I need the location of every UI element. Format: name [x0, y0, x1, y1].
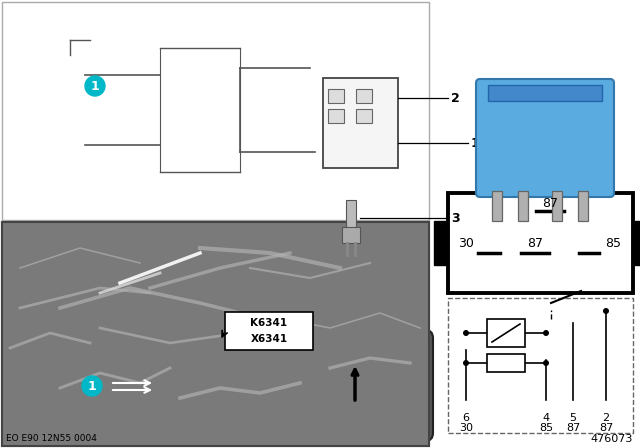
Text: 5: 5	[570, 413, 577, 423]
Bar	[2, 222, 429, 446]
Circle shape	[543, 360, 549, 366]
Bar	[2, 2, 429, 220]
Text: 85: 85	[605, 237, 621, 250]
Circle shape	[601, 400, 611, 410]
Text: 30: 30	[458, 237, 474, 250]
Bar	[487, 319, 525, 347]
Text: EO E90 12N55 0004: EO E90 12N55 0004	[6, 434, 97, 443]
Text: 6: 6	[463, 413, 470, 423]
Text: 4: 4	[543, 413, 550, 423]
Bar	[2, 222, 429, 446]
Bar	[336, 170, 339, 190]
Bar	[518, 191, 528, 221]
Polygon shape	[398, 58, 408, 168]
Circle shape	[463, 330, 469, 336]
Text: 2: 2	[451, 91, 460, 104]
Bar	[346, 167, 352, 193]
Text: 87: 87	[527, 237, 543, 250]
Circle shape	[541, 400, 551, 410]
Circle shape	[85, 76, 105, 96]
Text: X6341: X6341	[250, 334, 287, 344]
Text: 476073: 476073	[591, 434, 633, 444]
Bar	[328, 89, 344, 103]
Text: K6341: K6341	[250, 318, 287, 328]
Bar	[378, 167, 384, 193]
Bar	[356, 89, 372, 103]
Bar	[328, 109, 344, 123]
Bar	[362, 167, 368, 193]
Bar	[492, 191, 502, 221]
Circle shape	[463, 360, 469, 366]
Text: 1: 1	[88, 379, 97, 392]
FancyBboxPatch shape	[476, 79, 614, 197]
Bar	[552, 191, 562, 221]
Bar	[352, 170, 355, 190]
Text: 1: 1	[91, 79, 99, 92]
Text: 87: 87	[542, 197, 558, 210]
Bar	[225, 312, 313, 350]
Bar	[578, 191, 588, 221]
Bar	[384, 170, 387, 190]
Text: 2: 2	[602, 413, 609, 423]
Text: 1: 1	[471, 137, 480, 150]
Circle shape	[82, 376, 102, 396]
Bar	[356, 109, 372, 123]
Polygon shape	[313, 58, 398, 78]
Bar	[487, 354, 525, 372]
Bar	[368, 170, 371, 190]
Text: 30: 30	[459, 423, 473, 433]
Bar	[323, 78, 398, 168]
Text: 3: 3	[451, 211, 460, 224]
Text: 87: 87	[566, 423, 580, 433]
Bar	[633, 221, 640, 265]
Circle shape	[603, 308, 609, 314]
Bar	[488, 85, 602, 101]
Text: 87: 87	[599, 423, 613, 433]
Bar	[448, 193, 633, 293]
Circle shape	[568, 400, 578, 410]
Text: 85: 85	[539, 423, 553, 433]
FancyBboxPatch shape	[58, 28, 342, 192]
Bar	[342, 227, 360, 243]
Bar	[330, 167, 336, 193]
Bar	[434, 221, 448, 265]
Circle shape	[461, 400, 471, 410]
Circle shape	[543, 330, 549, 336]
Bar	[346, 200, 356, 228]
Bar	[448, 298, 633, 433]
FancyBboxPatch shape	[277, 330, 433, 441]
